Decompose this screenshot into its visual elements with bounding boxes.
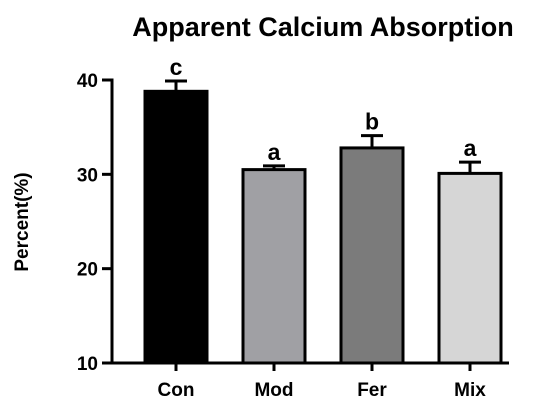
significance-label-fer: b bbox=[365, 109, 379, 135]
y-axis: 10 20 30 40 bbox=[77, 71, 114, 375]
chart-title: Apparent Calcium Absorption bbox=[132, 12, 514, 42]
category-label-fer: Fer bbox=[357, 380, 387, 401]
y-tick-label: 30 bbox=[77, 165, 98, 186]
category-label-mix: Mix bbox=[454, 380, 486, 401]
y-axis-label: Percent(%) bbox=[12, 172, 33, 271]
y-tick-label: 10 bbox=[77, 354, 98, 375]
bar-mod bbox=[241, 168, 307, 365]
bars: c a b a bbox=[143, 54, 503, 365]
category-label-mod: Mod bbox=[254, 380, 293, 401]
bar-fer bbox=[339, 146, 405, 365]
y-tick-label: 40 bbox=[77, 71, 98, 92]
significance-label-mod: a bbox=[268, 139, 281, 165]
bar-mix bbox=[437, 171, 503, 365]
x-axis: Con Mod Fer Mix bbox=[110, 361, 509, 401]
bar-con bbox=[143, 89, 209, 365]
significance-label-mix: a bbox=[464, 135, 477, 161]
category-label-con: Con bbox=[158, 380, 195, 401]
significance-label-con: c bbox=[170, 54, 183, 80]
y-tick-label: 20 bbox=[77, 260, 98, 281]
